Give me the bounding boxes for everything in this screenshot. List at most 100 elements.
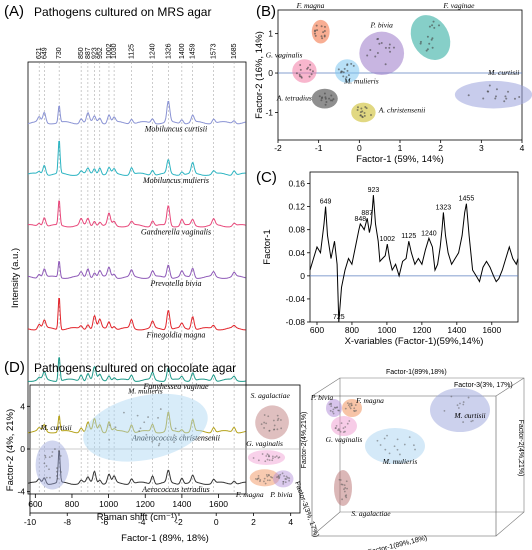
cluster-point xyxy=(426,35,429,38)
cluster-point xyxy=(267,454,270,457)
cluster-point xyxy=(426,48,429,51)
cluster-point xyxy=(282,480,285,483)
cluster-point xyxy=(44,456,47,459)
cluster-point xyxy=(413,444,415,447)
peak-label: 850 xyxy=(78,47,85,59)
cluster-point xyxy=(388,452,391,455)
cluster-point xyxy=(256,477,259,480)
cluster-point xyxy=(466,413,469,416)
cluster-point xyxy=(494,97,497,100)
group-label: P. bivia xyxy=(310,393,334,402)
cluster-point xyxy=(323,25,326,28)
cluster-point xyxy=(308,75,311,78)
cluster-point xyxy=(266,475,269,478)
x-tick-label: -4 xyxy=(138,517,146,527)
cluster-point xyxy=(276,414,279,417)
cluster-point xyxy=(51,455,53,457)
panel-a-label: (A) xyxy=(4,3,24,20)
cluster-point xyxy=(265,422,268,425)
cluster-point xyxy=(330,403,332,406)
cluster-point xyxy=(495,88,498,91)
spectrum-line xyxy=(27,450,246,485)
cluster-point xyxy=(48,456,51,459)
group-label: F. magna xyxy=(296,1,325,10)
panel-d-groups: M. curtisii M. mulieris S. agalactiae G. va… xyxy=(35,387,294,499)
cluster-point xyxy=(268,429,271,432)
cluster-point xyxy=(378,42,381,45)
panel-c-x-ticks: 600 800 1000 1200 1400 1600 xyxy=(310,322,502,335)
cluster-point xyxy=(467,396,470,399)
cluster-point xyxy=(466,415,469,418)
cluster-point xyxy=(314,34,317,37)
cluster-point xyxy=(54,448,56,450)
cluster-point xyxy=(340,483,343,486)
x-tick-label: 1200 xyxy=(136,499,155,509)
x-tick-label: 3 xyxy=(479,143,484,153)
peak-label: 1002 xyxy=(379,236,395,243)
cluster-point xyxy=(288,479,290,482)
panel-c-loading-line xyxy=(309,195,519,323)
panel-b-label: (B) xyxy=(256,3,276,20)
group-label: M. mulieris xyxy=(127,387,163,396)
cluster-point xyxy=(60,471,62,473)
cluster-point xyxy=(331,410,334,413)
cluster-point xyxy=(334,427,337,430)
cluster-point xyxy=(136,414,139,417)
cluster-ellipse xyxy=(326,399,342,417)
cluster-point xyxy=(504,95,507,98)
cluster-point xyxy=(388,43,391,46)
x-tick-label: 1400 xyxy=(172,499,191,509)
panel-b-groups: F. magna P. bivia F. vaginae G. vaginalis M.… xyxy=(266,1,532,123)
panel-a-frame xyxy=(27,61,247,495)
cluster-point xyxy=(281,472,284,475)
panel-d: (D) Pathogens cultured on chocolate agar… xyxy=(4,359,301,544)
cluster-point xyxy=(350,62,353,65)
cluster-point xyxy=(349,402,351,405)
spectrum-name: Mobiluncus mulieris xyxy=(142,176,209,185)
cluster-point xyxy=(277,417,280,420)
cluster-point xyxy=(306,67,309,70)
spectrum-name: Gardnerella vaginalis xyxy=(141,228,211,237)
peak-label: 621 xyxy=(36,47,43,59)
cluster-point xyxy=(257,474,260,477)
cluster-point xyxy=(377,37,380,40)
cluster-point xyxy=(343,67,346,70)
cluster-point xyxy=(320,35,323,38)
peak-label: 649 xyxy=(320,199,332,206)
panel-a: (A) Pathogens cultured on MRS agar 62164… xyxy=(4,3,247,523)
group-label: M. curtisii xyxy=(487,68,519,77)
cluster-point xyxy=(261,453,264,455)
cluster-point xyxy=(323,30,326,33)
cluster-point xyxy=(280,427,283,430)
y-tick-label: 1 xyxy=(268,29,273,39)
group-label: P. bivia xyxy=(269,490,293,499)
cluster-point xyxy=(354,404,357,406)
cluster-point xyxy=(147,416,149,418)
cluster-point xyxy=(283,475,285,477)
peak-label: 730 xyxy=(56,47,63,59)
cluster-point xyxy=(159,408,162,410)
cluster-point xyxy=(393,445,396,448)
x-tick-label: -1 xyxy=(315,143,323,153)
panel-a-ylabel: Intensity (a.u.) xyxy=(10,248,21,308)
cluster-point xyxy=(300,75,303,78)
cluster-point xyxy=(151,440,154,443)
cluster-point xyxy=(348,405,351,408)
x-tick-label: 4 xyxy=(520,143,525,153)
panel-b-x-ticks: -2 -1 0 1 2 3 4 xyxy=(274,140,525,153)
cluster-point xyxy=(339,430,342,433)
cluster-point xyxy=(344,426,347,428)
cluster-point xyxy=(157,444,160,447)
cluster-point xyxy=(138,430,141,432)
cluster-point xyxy=(359,114,362,117)
cluster-point xyxy=(335,424,338,427)
x-tick-label: 1 xyxy=(398,143,403,153)
cluster-point xyxy=(376,51,379,54)
cluster-point xyxy=(459,402,461,405)
peak-label: 848 xyxy=(354,216,366,223)
cluster-point xyxy=(346,402,349,405)
cluster-point xyxy=(275,455,278,458)
y-tick-label: 4 xyxy=(20,401,25,411)
cluster-point xyxy=(343,488,345,491)
cluster-point xyxy=(356,109,359,112)
